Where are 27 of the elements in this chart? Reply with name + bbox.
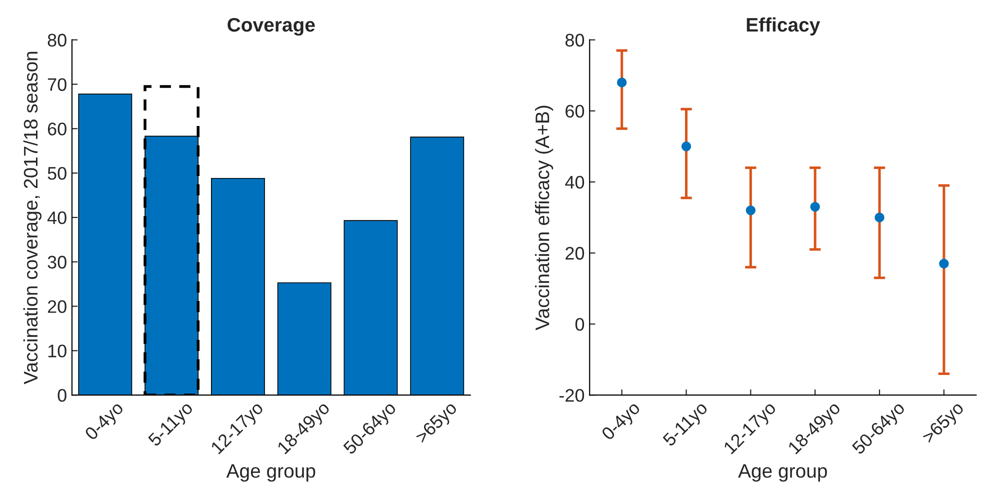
point (616, 78, 627, 88)
y-tick-label: 10 (48, 344, 66, 358)
point (939, 258, 949, 269)
y-tick-label: 80 (48, 34, 66, 47)
y-tick-label: 40 (565, 176, 584, 189)
point (681, 142, 692, 152)
y-tick-label: 50 (48, 166, 66, 180)
y-axis-title: Vaccination efficacy (A+B) (534, 106, 554, 330)
chart-title: Coverage (228, 18, 315, 36)
point (874, 212, 884, 222)
y-axis-title: Vaccination coverage, 2017/18 season (23, 52, 42, 384)
x-axis-title: Age group (738, 464, 827, 482)
point (746, 206, 756, 216)
y-tick-label: 80 (565, 34, 584, 47)
chart-title: Efficacy (746, 17, 820, 36)
y-tick-label: 70 (48, 78, 66, 91)
y-tick-label: 0 (58, 389, 66, 402)
x-axis-title: Age group (226, 464, 316, 482)
y-tick-label: -20 (559, 389, 584, 402)
y-tick-label: 0 (575, 318, 584, 331)
y-tick-label: 40 (47, 211, 66, 224)
y-tick-label: 20 (48, 300, 66, 313)
y-tick-label: 20 (566, 246, 584, 260)
y-tick-label: 60 (48, 122, 66, 136)
y-tick-label: 60 (566, 104, 584, 118)
point (810, 202, 820, 212)
y-tick-label: 30 (48, 256, 66, 269)
